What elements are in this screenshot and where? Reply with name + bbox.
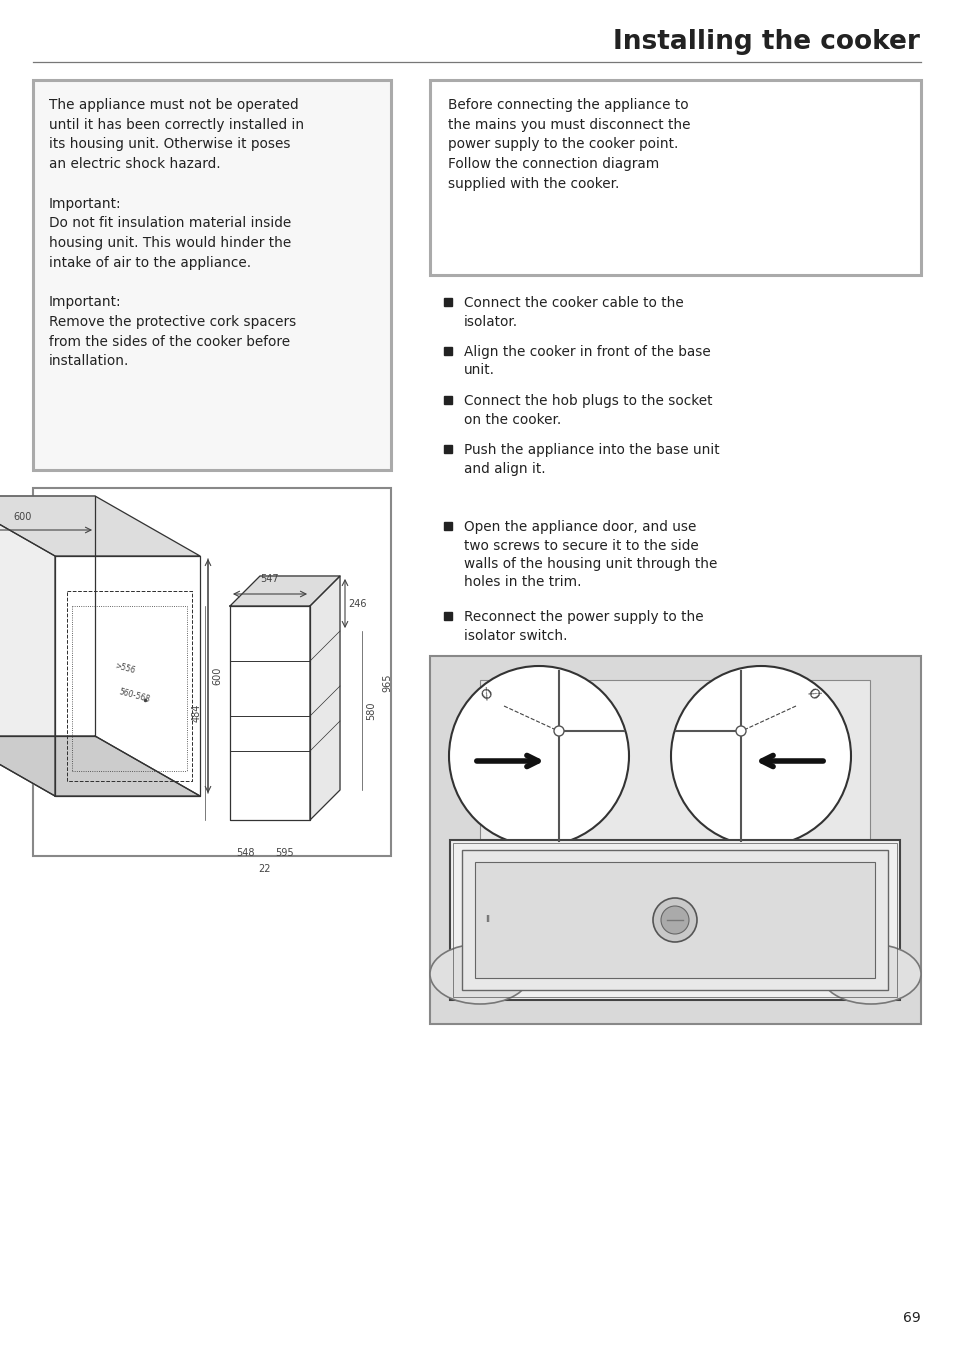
Text: isolator switch.: isolator switch. — [463, 629, 567, 642]
Text: Align the cooker in front of the base: Align the cooker in front of the base — [463, 345, 710, 360]
Text: isolator.: isolator. — [463, 315, 517, 329]
Bar — [450, 840, 899, 1000]
Text: Ø: Ø — [477, 685, 496, 703]
Bar — [443, 612, 452, 621]
Text: two screws to secure it to the side: two screws to secure it to the side — [463, 538, 698, 553]
Text: holes in the trim.: holes in the trim. — [463, 576, 581, 589]
Text: Ø: Ø — [803, 685, 821, 703]
Bar — [443, 445, 452, 453]
Text: II: II — [485, 915, 490, 925]
Text: 965: 965 — [381, 673, 392, 692]
Bar — [461, 850, 887, 990]
Text: Installing the cooker: Installing the cooker — [613, 28, 919, 55]
Bar — [443, 297, 452, 306]
Text: Connect the hob plugs to the socket: Connect the hob plugs to the socket — [463, 393, 712, 408]
Text: The appliance must not be operated
until it has been correctly installed in
its : The appliance must not be operated until… — [49, 97, 304, 368]
Text: >556: >556 — [113, 661, 135, 675]
Text: 600: 600 — [13, 512, 31, 522]
Ellipse shape — [821, 944, 920, 1005]
Text: Push the appliance into the base unit: Push the appliance into the base unit — [463, 443, 719, 457]
FancyBboxPatch shape — [430, 656, 920, 1023]
Polygon shape — [0, 496, 55, 796]
Bar — [453, 844, 896, 996]
Bar — [475, 863, 874, 977]
Text: Before connecting the appliance to
the mains you must disconnect the
power suppl: Before connecting the appliance to the m… — [448, 97, 690, 191]
Circle shape — [670, 667, 850, 846]
FancyBboxPatch shape — [33, 80, 391, 470]
Text: 547: 547 — [260, 575, 279, 584]
Bar — [479, 680, 869, 880]
Text: Connect the cooker cable to the: Connect the cooker cable to the — [463, 296, 683, 310]
Circle shape — [652, 898, 697, 942]
Circle shape — [660, 906, 688, 934]
Bar — [443, 347, 452, 356]
Circle shape — [554, 726, 563, 735]
Text: walls of the housing unit through the: walls of the housing unit through the — [463, 557, 717, 571]
Text: 484: 484 — [192, 704, 202, 722]
Text: Reconnect the power supply to the: Reconnect the power supply to the — [463, 610, 703, 625]
Polygon shape — [0, 496, 200, 556]
Polygon shape — [310, 576, 339, 821]
Text: unit.: unit. — [463, 364, 495, 377]
Circle shape — [449, 667, 628, 846]
Bar — [443, 522, 452, 530]
Text: 69: 69 — [902, 1311, 920, 1325]
Bar — [443, 396, 452, 404]
Text: 560-568: 560-568 — [118, 688, 151, 704]
Text: 600: 600 — [212, 667, 222, 685]
Polygon shape — [0, 735, 200, 796]
Circle shape — [735, 726, 745, 735]
Text: 246: 246 — [348, 599, 366, 608]
Ellipse shape — [430, 944, 530, 1005]
Text: 22: 22 — [258, 864, 271, 873]
FancyBboxPatch shape — [33, 488, 391, 856]
Text: on the cooker.: on the cooker. — [463, 412, 560, 426]
Text: Open the appliance door, and use: Open the appliance door, and use — [463, 521, 696, 534]
Text: 548: 548 — [235, 848, 254, 859]
FancyBboxPatch shape — [430, 80, 920, 274]
Text: 595: 595 — [275, 848, 294, 859]
Text: and align it.: and align it. — [463, 461, 545, 476]
Text: 580: 580 — [366, 702, 375, 719]
Polygon shape — [230, 576, 339, 606]
